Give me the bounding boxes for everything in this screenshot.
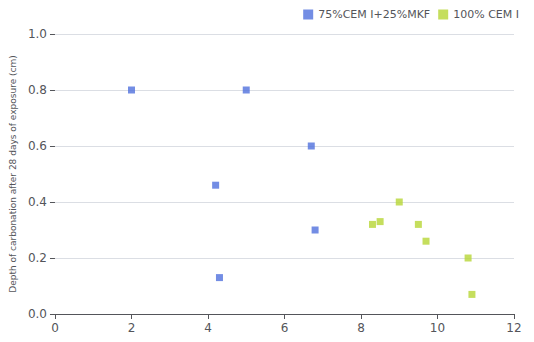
svg-text:75%CEM I+25%MKF: 75%CEM I+25%MKF bbox=[318, 8, 430, 21]
svg-text:100% CEM I: 100% CEM I bbox=[453, 8, 519, 21]
svg-text:0.8: 0.8 bbox=[28, 83, 47, 97]
svg-text:0.2: 0.2 bbox=[28, 251, 47, 265]
svg-text:6: 6 bbox=[281, 321, 289, 335]
svg-text:10: 10 bbox=[430, 321, 445, 335]
svg-text:0.4: 0.4 bbox=[28, 195, 47, 209]
svg-text:1.0: 1.0 bbox=[28, 27, 47, 41]
svg-text:0.0: 0.0 bbox=[28, 307, 47, 321]
svg-text:4: 4 bbox=[204, 321, 212, 335]
svg-text:0.6: 0.6 bbox=[28, 139, 47, 153]
svg-text:0: 0 bbox=[51, 321, 59, 335]
svg-text:12: 12 bbox=[506, 321, 521, 335]
svg-text:Depth of carbonation after 28: Depth of carbonation after 28 days of ex… bbox=[8, 55, 18, 293]
svg-text:2: 2 bbox=[128, 321, 136, 335]
svg-text:8: 8 bbox=[357, 321, 365, 335]
